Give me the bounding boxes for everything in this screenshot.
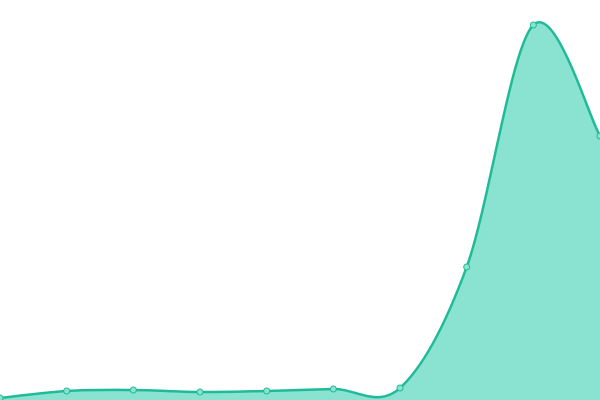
data-point	[463, 263, 471, 271]
data-point	[263, 387, 271, 395]
data-point	[129, 386, 137, 394]
data-point	[0, 394, 4, 400]
data-point	[329, 385, 337, 393]
data-point	[196, 388, 204, 396]
data-point	[396, 384, 404, 392]
data-point	[529, 21, 537, 29]
area-fill	[0, 22, 600, 400]
area-line	[0, 21, 600, 400]
data-point	[596, 132, 600, 140]
data-point	[63, 387, 71, 395]
